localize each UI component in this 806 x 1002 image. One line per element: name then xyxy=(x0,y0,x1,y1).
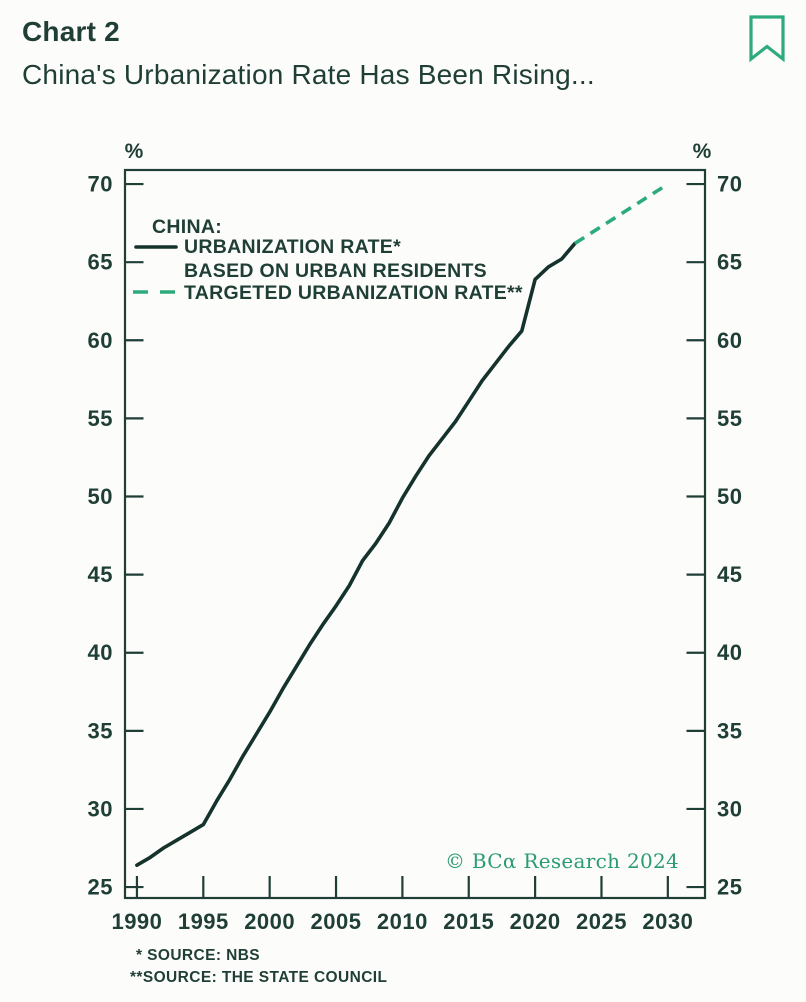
x-tick-label: 1990 xyxy=(111,909,162,934)
y-tick-label-right: 35 xyxy=(717,718,742,743)
plot-border xyxy=(123,168,707,900)
y-tick-label-left: 45 xyxy=(88,562,113,587)
bookmark-icon[interactable] xyxy=(748,14,786,62)
x-tick-label: 2020 xyxy=(510,909,561,934)
y-tick-label-right: 55 xyxy=(717,406,742,431)
copyright-text: © BCα Research 2024 xyxy=(445,849,679,873)
y-tick-label-right: 70 xyxy=(717,172,742,197)
footnote-source-nbs: * SOURCE: NBS xyxy=(136,947,260,964)
bookmark-icon-shape xyxy=(749,15,785,62)
y-tick-label-right: 60 xyxy=(717,328,742,353)
y-tick-label-right: 50 xyxy=(717,484,742,509)
x-tick-label: 1995 xyxy=(178,909,229,934)
y-tick-label-right: 65 xyxy=(717,250,742,275)
x-tick-label: 2005 xyxy=(311,909,362,934)
x-tick-label: 2030 xyxy=(642,909,693,934)
y-tick-label-left: 25 xyxy=(88,875,113,900)
legend: CHINA: URBANIZATION RATE* BASED ON URBAN… xyxy=(133,216,523,304)
urbanization-rate-line xyxy=(135,241,577,868)
urbanization-chart: % % 25 25 30 30 35 35 40 40 45 45 50 50 55 55 60 60 65 65… xyxy=(88,140,742,986)
y-tick-label-right: 30 xyxy=(717,796,742,821)
legend-series1-label-line2: BASED ON URBAN RESIDENTS xyxy=(184,260,487,282)
x-tick-label: 2010 xyxy=(377,909,428,934)
chart-number: Chart 2 xyxy=(22,16,120,47)
y-tick-label-left: 60 xyxy=(88,328,113,353)
y-axis-unit-left: % xyxy=(125,140,144,163)
y-tick-label-right: 25 xyxy=(717,875,742,900)
legend-series1-label: URBANIZATION RATE* xyxy=(184,236,401,258)
y-tick-label-left: 30 xyxy=(88,796,113,821)
y-tick-label-left: 40 xyxy=(88,640,113,665)
y-tick-label-left: 55 xyxy=(88,406,113,431)
y-tick-label-left: 35 xyxy=(88,718,113,743)
legend-heading: CHINA: xyxy=(152,216,222,238)
page-title: China's Urbanization Rate Has Been Risin… xyxy=(22,59,595,90)
y-tick-label-left: 50 xyxy=(88,484,113,509)
x-tick-label: 2025 xyxy=(576,909,627,934)
y-tick-label-left: 70 xyxy=(88,172,113,197)
y-tick-label-right: 40 xyxy=(717,640,742,665)
footnote-source-state-council: **SOURCE: THE STATE COUNCIL xyxy=(130,969,387,986)
y-axis-unit-right: % xyxy=(693,140,712,163)
y-tick-label-right: 45 xyxy=(717,562,742,587)
legend-series2-label: TARGETED URBANIZATION RATE** xyxy=(184,282,523,304)
x-tick-label: 2000 xyxy=(244,909,295,934)
target-urbanization-rate-line xyxy=(573,182,669,245)
y-tick-label-left: 65 xyxy=(88,250,113,275)
plot-layer: 25 25 30 30 35 35 40 40 45 45 50 50 55 55 60 60 65 65 70 70… xyxy=(88,172,742,934)
x-tick-label: 2015 xyxy=(443,909,494,934)
